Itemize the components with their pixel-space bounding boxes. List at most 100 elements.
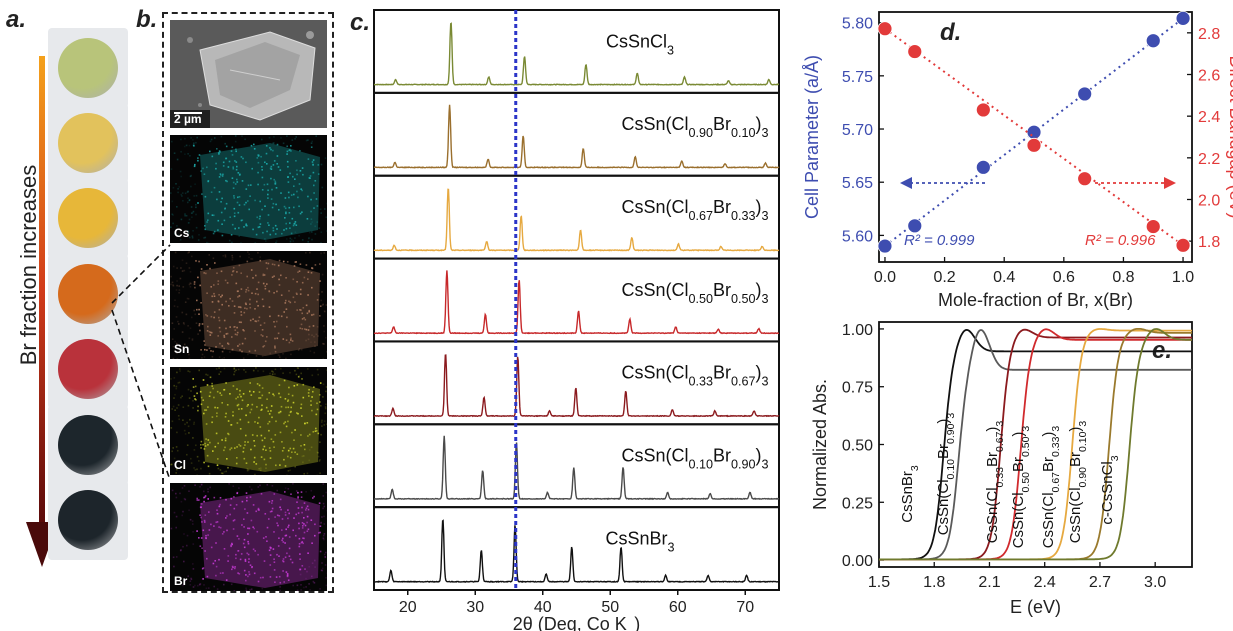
y-left-axis-label: Cell Parameter (a/Å) [802, 55, 822, 219]
absorbance-curve [879, 328, 1192, 561]
y-left-tick-label: 5.70 [842, 122, 873, 139]
y-right-tick-label: 2.6 [1198, 68, 1220, 85]
absorbance-series-label: c-CsSnCl3 [1099, 455, 1121, 524]
x-tick-label: 0.4 [993, 269, 1015, 286]
y-tick-label: 0.00 [842, 553, 873, 570]
plot-frame [878, 11, 1193, 263]
eds-element-label: Cs [174, 226, 190, 240]
eds-map-cl: Cl [170, 367, 327, 475]
scale-bar-label: 2 µm [174, 112, 202, 126]
eds-frame [162, 12, 334, 593]
absorbance-curve [879, 328, 1192, 561]
xrd-chart: c. CsSnCl3 CsSn(Cl0.90Br0.10)3 CsSn(Cl0.67B… [350, 9, 780, 631]
data-point [1175, 10, 1191, 26]
sample-pellet [58, 264, 118, 324]
y-tick-label: 0.75 [842, 380, 873, 397]
x-tick-label: 0.8 [1112, 269, 1134, 286]
panel-b-label: b. [136, 6, 158, 33]
x-tick-label: 0.6 [1053, 269, 1075, 286]
xrd-pattern-line [373, 270, 779, 335]
x-tick-label: 0.0 [874, 269, 896, 286]
absorbance-curve [879, 328, 1192, 561]
sample-pellet [58, 490, 118, 550]
y-right-tick-label: 2.0 [1198, 193, 1220, 210]
sample-pellet [58, 188, 118, 248]
data-point [1026, 124, 1042, 140]
data-point [877, 238, 893, 254]
r-squared-label: R² = 0.999 [904, 232, 975, 249]
y-tick-label: 1.00 [842, 322, 873, 339]
xrd-pattern-line [373, 435, 780, 501]
x-tick-label: 2.7 [1089, 574, 1111, 591]
data-point [1175, 237, 1191, 253]
data-point [1145, 219, 1161, 234]
y-right-tick-label: 2.4 [1198, 109, 1220, 126]
absorbance-series-label: CsSnBr3 [899, 465, 921, 523]
xrd-series-label: CsSn(Cl0.90Br0.10)3 [621, 114, 768, 140]
y-left-tick-label: 5.80 [842, 16, 873, 33]
absorbance-series-label: CsSn(Cl0.10Br0.90)3 [935, 413, 957, 536]
eds-element-label: Br [174, 574, 188, 588]
y-left-tick-label: 5.75 [842, 69, 873, 86]
absorbance-chart: e.1.5 1.8 2.1 2.4 2.7 3.00.000.250.500.751.00… [810, 321, 1193, 617]
data-point [907, 218, 923, 234]
eds-element-label: Sn [174, 342, 190, 356]
xrd-pattern-line [373, 104, 780, 169]
data-point [1077, 171, 1093, 187]
sample-pellet [58, 38, 118, 98]
x-axis-label: Mole-fraction of Br, x(Br) [938, 290, 1133, 310]
x-tick-label: 20 [399, 599, 417, 616]
xrd-series-label: CsSnBr3 [605, 528, 674, 554]
xrd-series-label: CsSn(Cl0.50Br0.50)3 [621, 280, 768, 306]
xrd-band-frame [373, 506, 780, 591]
xrd-series-label: CsSn(Cl0.67Br0.33)3 [621, 197, 768, 223]
xrd-pattern-line [373, 188, 780, 252]
x-tick-label: 2.4 [1034, 574, 1056, 591]
absorbance-series-label: CsSn(Cl0.33Br0.67)3 [984, 421, 1006, 544]
xrd-band-frame [373, 174, 780, 260]
data-point [877, 21, 893, 37]
y-right-tick-label: 2.8 [1198, 26, 1220, 43]
y-axis-label: Normalized Abs. [810, 379, 830, 510]
x-tick-label: 50 [601, 599, 619, 616]
xrd-band-frame [373, 340, 780, 426]
xrd-pattern-line [373, 354, 780, 418]
xrd-pattern-line [373, 519, 780, 584]
plot-frame [878, 321, 1193, 568]
xrd-series-label: CsSn(Cl0.10Br0.90)3 [621, 446, 768, 472]
x-tick-label: 1.8 [923, 574, 945, 591]
fit-line [884, 27, 1184, 247]
sample-pellet [58, 339, 118, 399]
absorbance-series-label: CsSn(Cl0.67Br0.33)3 [1040, 426, 1062, 549]
x-tick-label: 3.0 [1144, 574, 1166, 591]
sem-image: 2 µm [170, 20, 327, 128]
eds-map-br: Br [170, 483, 327, 591]
arrow-head [900, 177, 912, 189]
data-point [907, 44, 923, 59]
y-left-tick-label: 5.60 [842, 228, 873, 245]
x-tick-label: 2.1 [978, 574, 1000, 591]
absorbance-curve [879, 328, 1192, 561]
panel-a-label: a. [6, 6, 27, 33]
x-tick-label: 0.2 [933, 269, 955, 286]
arrow-head [1164, 177, 1176, 189]
x-tick-label: 60 [669, 599, 687, 616]
vegard-chart: d. 0.0 0.2 0.4 0.6 0.8 1.0 5.60 5.65 5.70 5.75 5.80… [802, 10, 1233, 310]
xrd-series-label: CsSn(Cl0.33Br0.67)3 [621, 363, 768, 389]
x-axis-label: E (eV) [1010, 597, 1061, 617]
x-tick-label: 30 [466, 599, 484, 616]
x-tick-label: 1.5 [868, 574, 890, 591]
sample-pellet [58, 113, 118, 173]
absorbance-curve [879, 328, 1192, 561]
xrd-series-label: CsSnCl3 [606, 31, 674, 57]
data-point [1145, 33, 1161, 49]
xrd-pattern-line [374, 22, 780, 86]
absorbance-curve [879, 329, 1192, 561]
zoom-leader-lines [111, 244, 171, 481]
x-tick-label: 70 [736, 599, 754, 616]
panel-c-label: c. [350, 9, 370, 36]
data-point [975, 159, 991, 175]
sample-pellet [58, 415, 118, 475]
y-right-tick-label: 1.8 [1198, 234, 1220, 251]
data-point [1026, 137, 1042, 153]
